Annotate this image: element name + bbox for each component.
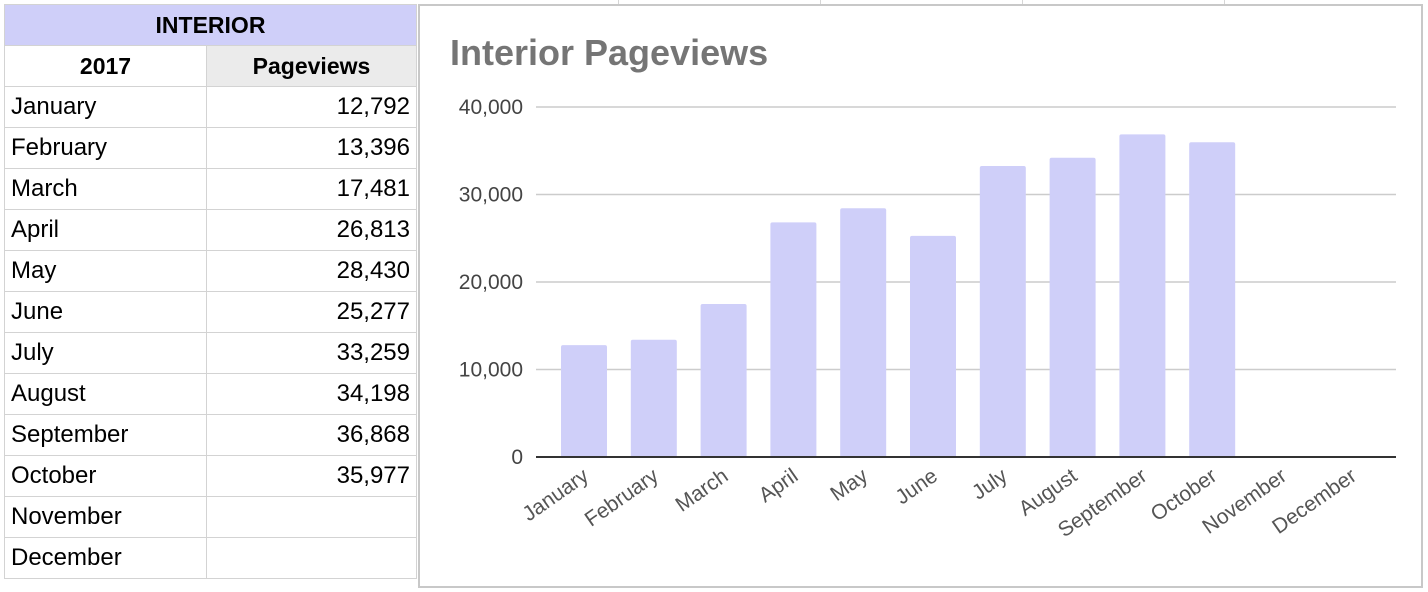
table-row: October 35,977 [4,455,417,497]
table-header-row: 2017 Pageviews [4,45,417,87]
y-tick-label: 40,000 [459,96,523,119]
bar [979,165,1026,457]
pageviews-cell[interactable]: 35,977 [206,455,417,497]
x-tick-label: April [755,464,803,507]
bar-chart: 0 10,000 20,000 30,000 40,000 JanuaryFebruary… [459,96,1396,542]
y-tick-label: 0 [511,446,523,469]
month-cell[interactable]: October [4,455,207,497]
month-cell[interactable]: February [4,127,207,169]
table-row: May 28,430 [4,250,417,292]
pageviews-cell[interactable]: 12,792 [206,86,417,128]
pageviews-cell[interactable]: 25,277 [206,291,417,333]
pageviews-cell[interactable]: 33,259 [206,332,417,374]
y-tick-label: 20,000 [459,271,523,294]
table-row: January 12,792 [4,86,417,128]
table-row: June 25,277 [4,291,417,333]
month-cell[interactable]: March [4,168,207,210]
table-row: March 17,481 [4,168,417,210]
month-cell[interactable]: November [4,496,207,538]
month-cell[interactable]: August [4,373,207,415]
bar [561,345,607,457]
x-tick-label: July [968,464,1012,505]
pageviews-cell[interactable]: 28,430 [206,250,417,292]
bar [1189,142,1236,458]
bar [770,222,817,457]
x-tick-label: January [518,464,593,526]
table-title-cell[interactable]: INTERIOR [4,4,417,46]
x-tick-label: May [826,464,872,506]
table-row: November [4,496,417,538]
bar [910,235,956,457]
bar [1119,134,1166,457]
year-header-cell[interactable]: 2017 [4,45,207,87]
x-tick-label: March [671,464,732,516]
table-row: April 26,813 [4,209,417,251]
table-row: September 36,868 [4,414,417,456]
table-title-row: INTERIOR [4,4,417,46]
table-row: July 33,259 [4,332,417,374]
month-cell[interactable]: September [4,414,207,456]
table-body: INTERIOR 2017 Pageviews January 12,792 Feb… [4,4,417,579]
x-tick-label: June [891,464,942,509]
month-cell[interactable]: July [4,332,207,374]
column-divider [1224,0,1225,5]
month-cell[interactable]: April [4,209,207,251]
chart-panel[interactable]: Interior Pageviews 0 10,000 20,000 30,000 40… [418,4,1423,588]
column-divider [820,0,821,5]
month-cell[interactable]: January [4,86,207,128]
y-tick-label: 10,000 [459,359,523,382]
month-cell[interactable]: May [4,250,207,292]
bar [700,304,747,457]
pageviews-cell[interactable]: 34,198 [206,373,417,415]
bar [630,339,677,457]
table-row: December [4,537,417,579]
column-divider [618,0,619,5]
pageviews-cell[interactable]: 13,396 [206,127,417,169]
table-row: February 13,396 [4,127,417,169]
pageviews-cell[interactable]: 17,481 [206,168,417,210]
pageviews-cell[interactable]: 36,868 [206,414,417,456]
month-cell[interactable]: December [4,537,207,579]
column-divider [1022,0,1023,5]
x-tick-label: February [581,464,663,531]
table-row: August 34,198 [4,373,417,415]
bar [840,208,887,457]
pageviews-table: INTERIOR 2017 Pageviews January 12,792 Feb… [4,4,417,579]
bar [1049,157,1096,457]
y-tick-label: 30,000 [459,184,523,207]
pageviews-cell[interactable] [206,537,417,579]
pageviews-cell[interactable] [206,496,417,538]
month-cell[interactable]: June [4,291,207,333]
pageviews-header-cell[interactable]: Pageviews [206,45,417,87]
pageviews-cell[interactable]: 26,813 [206,209,417,251]
chart-title: Interior Pageviews [450,32,769,73]
